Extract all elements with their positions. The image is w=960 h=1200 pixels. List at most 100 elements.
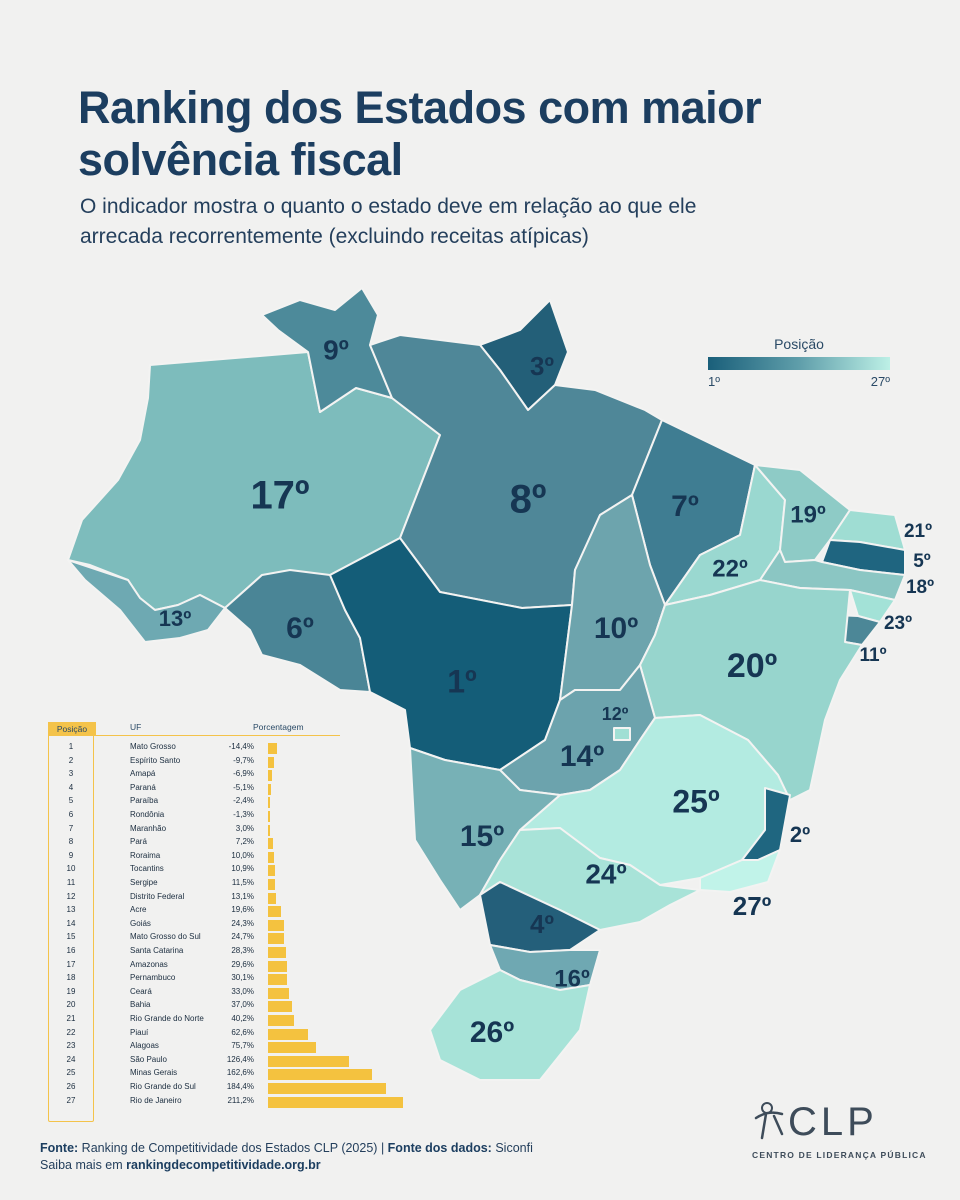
row-percentage: 126,4% <box>226 1054 254 1064</box>
row-position: 12 <box>66 891 76 901</box>
row-state: Mato Grosso <box>130 742 176 751</box>
row-bar <box>268 838 273 850</box>
row-percentage: 40,2% <box>231 1014 254 1023</box>
source-footer: Fonte: Ranking de Competitividade dos Es… <box>40 1140 533 1174</box>
row-percentage: 3,0% <box>235 823 254 833</box>
table-row: 5 Paraíba -2,4% <box>48 796 368 809</box>
row-position: 1 <box>68 742 74 751</box>
row-state: Minas Gerais <box>130 1068 178 1078</box>
row-bar <box>268 1001 292 1013</box>
row-percentage: 184,4% <box>226 1082 254 1091</box>
row-bar <box>268 879 276 890</box>
row-percentage: 37,0% <box>231 1000 254 1010</box>
legend-gradient-bar <box>708 357 890 370</box>
row-state: São Paulo <box>130 1054 167 1064</box>
row-percentage: -6,9% <box>233 769 254 779</box>
row-percentage: 11,5% <box>231 878 254 887</box>
table-row: 7 Maranhão 3,0% <box>48 824 368 837</box>
map-label-ce: 19º <box>790 501 826 528</box>
row-percentage: 10,0% <box>231 850 254 860</box>
state-RS[interactable] <box>429 969 591 1081</box>
row-bar <box>268 906 281 918</box>
row-bar <box>268 851 275 863</box>
table-row: 17 Amazonas 29,6% <box>48 960 368 973</box>
table-row: 2 Espírito Santo -9,7% <box>48 756 368 769</box>
row-state: Rio de Janeiro <box>130 1095 182 1105</box>
row-position: 19 <box>66 986 76 996</box>
row-position: 8 <box>68 837 74 847</box>
row-position: 24 <box>66 1054 76 1064</box>
logo-text: CLP <box>788 1100 878 1144</box>
row-percentage: -1,3% <box>233 810 254 819</box>
row-bar <box>268 987 290 999</box>
header-divider <box>96 735 340 736</box>
table-row: 1 Mato Grosso -14,4% <box>48 742 368 755</box>
row-position: 10 <box>66 864 76 874</box>
map-label-pr: 4º <box>530 909 554 939</box>
row-percentage: -14,4% <box>228 742 254 751</box>
table-header: Posição UF Porcentagem <box>48 722 348 736</box>
row-state: Espírito Santo <box>130 755 181 765</box>
map-label-pe: 18º <box>906 577 934 598</box>
row-state: Sergipe <box>130 878 158 887</box>
row-position: 22 <box>66 1027 76 1037</box>
website-link[interactable]: rankingdecompetitividade.org.br <box>126 1158 321 1172</box>
table-row: 21 Rio Grande do Norte 40,2% <box>48 1014 368 1027</box>
map-label-rr: 9º <box>323 334 349 365</box>
row-position: 13 <box>66 905 76 915</box>
row-state: Pará <box>130 837 147 847</box>
map-label-ac: 13º <box>159 606 192 631</box>
map-label-ms: 15º <box>460 820 504 853</box>
map-label-ap: 3º <box>530 351 554 381</box>
row-percentage: 75,7% <box>231 1041 254 1051</box>
row-bar <box>268 1055 349 1067</box>
row-percentage: 162,6% <box>226 1068 254 1078</box>
row-percentage: 24,7% <box>231 932 254 942</box>
row-position: 23 <box>66 1041 76 1051</box>
row-percentage: 33,0% <box>231 986 254 996</box>
row-position: 14 <box>66 918 76 928</box>
map-label-pi: 22º <box>712 555 748 582</box>
table-row: 23 Alagoas 75,7% <box>48 1041 368 1054</box>
row-bar <box>268 1042 317 1054</box>
row-percentage: 29,6% <box>231 959 254 969</box>
row-percentage: 19,6% <box>231 905 254 915</box>
row-percentage: 13,1% <box>231 891 254 901</box>
legend-title: Posição <box>774 336 824 352</box>
table-row: 12 Distrito Federal 13,1% <box>48 892 368 905</box>
row-state: Goiás <box>130 918 151 928</box>
map-label-go: 14º <box>560 740 604 773</box>
row-bar <box>268 933 284 945</box>
row-position: 20 <box>66 1000 76 1010</box>
row-bar <box>268 865 275 877</box>
table-row: 10 Tocantins 10,9% <box>48 864 368 877</box>
row-percentage: 211,2% <box>227 1095 254 1105</box>
position-legend: Posição 1º 27º <box>708 336 890 389</box>
row-bar <box>268 1096 403 1108</box>
row-position: 25 <box>66 1068 76 1078</box>
row-bar <box>268 1028 308 1040</box>
row-position: 26 <box>66 1082 76 1091</box>
row-bar <box>268 919 284 931</box>
state-DF[interactable] <box>613 727 631 741</box>
row-position: 9 <box>68 850 74 860</box>
data-source-label: Fonte dos dados: <box>387 1141 492 1155</box>
table-row: 4 Paraná -5,1% <box>48 783 368 796</box>
row-state: Rio Grande do Sul <box>130 1082 196 1091</box>
map-label-se: 11º <box>859 645 886 666</box>
row-position: 3 <box>68 769 74 779</box>
row-bar <box>268 770 273 782</box>
map-label-pb: 5º <box>913 551 931 572</box>
row-position: 5 <box>68 796 74 806</box>
row-percentage: -2,4% <box>233 796 254 806</box>
row-state: Bahia <box>130 1000 151 1010</box>
header-uf: UF <box>130 722 142 732</box>
row-state: Rondônia <box>130 810 165 819</box>
map-label-df: 12º <box>602 704 629 724</box>
row-position: 17 <box>66 959 76 969</box>
state-RJ[interactable] <box>699 849 781 893</box>
row-bar <box>268 824 270 836</box>
map-label-mt: 1º <box>447 663 477 699</box>
source-label: Fonte: <box>40 1141 79 1155</box>
